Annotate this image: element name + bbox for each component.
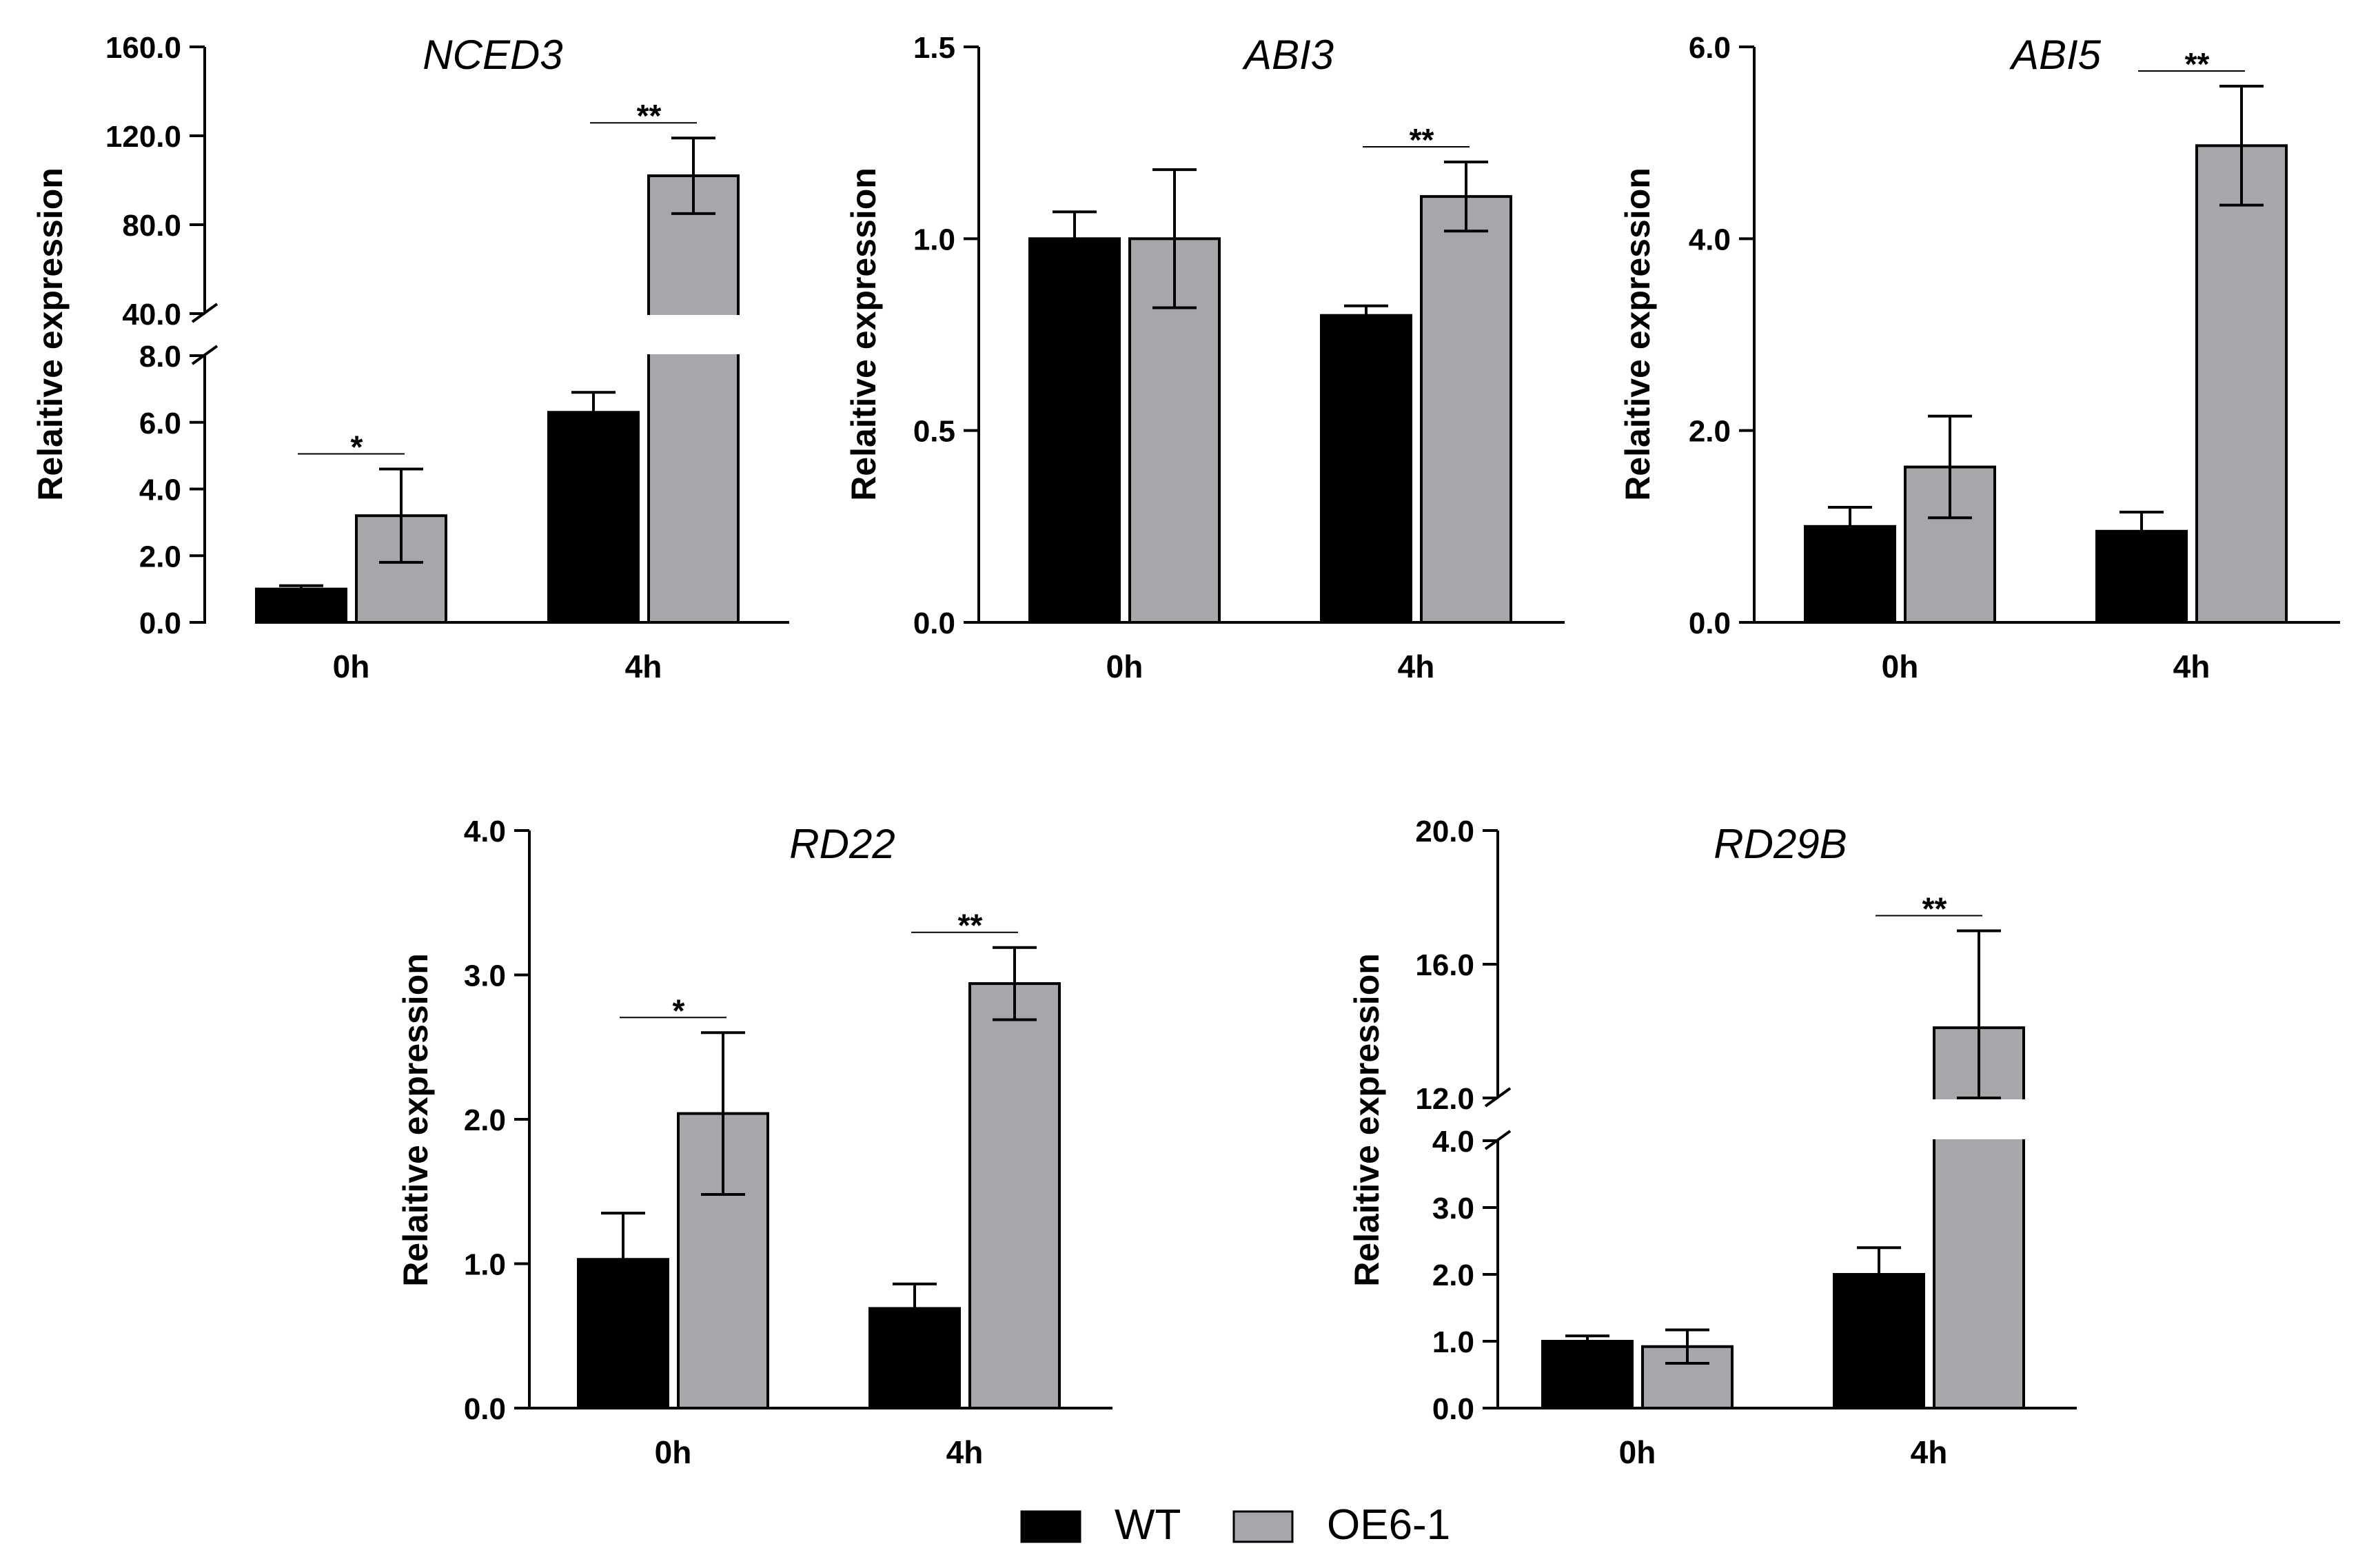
y-tick-label: 3.0 <box>464 959 506 993</box>
bar-wt-4h <box>547 411 640 624</box>
chart-title: RD29B <box>1714 821 1847 867</box>
y-tick-label: 40.0 <box>122 298 181 332</box>
x-tick-label: 4h <box>946 1434 984 1470</box>
significance-mark: ** <box>2185 46 2210 82</box>
bar-oe6-1-4h <box>647 174 740 624</box>
bar-oe6-1-4h <box>968 982 1061 1409</box>
y-tick-label: 6.0 <box>139 407 181 440</box>
bar-break-gap <box>646 315 741 354</box>
chart-abi3: ABI3 Relaitive expression 0.0 0.5 1.0 1.5 0h 4h… <box>844 31 1565 684</box>
y-tick-label: 16.0 <box>1415 948 1474 982</box>
x-tick-label: 4h <box>1911 1434 1948 1470</box>
legend-label-oe6-1: OE6-1 <box>1327 1501 1450 1549</box>
significance-mark: ** <box>1410 122 1434 158</box>
y-tick-label: 2.0 <box>1432 1259 1474 1292</box>
axis-break-mark <box>1484 1087 1512 1108</box>
y-axis-label: Relaitive expression <box>31 167 70 501</box>
y-tick-label: 4.0 <box>139 474 181 507</box>
significance-mark: * <box>351 429 363 465</box>
x-tick-label: 0h <box>1619 1434 1656 1470</box>
chart-rd29b: RD29B Relaitive expression 0.0 1.0 2.0 3.0 4.0… <box>1348 815 2077 1470</box>
chart-title: NCED3 <box>423 32 562 78</box>
y-axis-label: Relaitive expression <box>396 953 435 1287</box>
bar-break-gap <box>1931 1099 2026 1139</box>
y-tick-label: 160.0 <box>105 31 181 65</box>
bar-wt-0h <box>255 587 347 624</box>
bar-wt-4h <box>1320 314 1412 624</box>
x-tick-label: 4h <box>1398 649 1435 684</box>
y-tick-label: 80.0 <box>122 209 181 243</box>
x-tick-label: 0h <box>333 649 370 684</box>
chart-title: ABI5 <box>2009 32 2102 78</box>
significance-mark: ** <box>637 98 662 134</box>
y-tick-label: 4.0 <box>1689 223 1731 256</box>
y-tick-label: 12.0 <box>1415 1082 1474 1116</box>
bar-oe6-1-0h <box>1641 1345 1734 1410</box>
y-tick-label: 20.0 <box>1415 815 1474 848</box>
y-axis-label: Relaitive expression <box>1348 953 1386 1287</box>
y-tick-label: 0.0 <box>464 1392 506 1426</box>
chart-title: ABI3 <box>1242 32 1334 78</box>
legend-label-wt: WT <box>1115 1501 1181 1549</box>
x-tick-label: 0h <box>1882 649 1919 684</box>
bar-wt-0h <box>1028 237 1121 624</box>
y-tick-label: 0.0 <box>139 607 181 640</box>
axis-break-mark <box>1484 1130 1512 1150</box>
axis-break-mark <box>191 345 218 365</box>
y-tick-label: 0.0 <box>1432 1392 1474 1426</box>
y-tick-label: 8.0 <box>139 340 181 374</box>
y-tick-label: 1.0 <box>913 223 955 256</box>
y-axis-label: Relaitive expression <box>1618 167 1657 501</box>
y-tick-label: 0.0 <box>1689 607 1731 640</box>
bar-oe6-1-4h <box>1420 195 1512 624</box>
y-tick-label: 3.0 <box>1432 1192 1474 1225</box>
legend-swatch-wt <box>1020 1510 1081 1543</box>
significance-mark: ** <box>1922 891 1947 927</box>
legend: WT OE6-1 <box>1020 1501 1450 1549</box>
x-tick-label: 4h <box>2173 649 2210 684</box>
y-axis-label: Relaitive expression <box>844 167 883 501</box>
y-tick-label: 4.0 <box>1432 1125 1474 1159</box>
bar-oe6-1-4h <box>2195 144 2288 624</box>
chart-rd22: RD22 Relaitive expression 0.0 1.0 2.0 3.0 4.0 0… <box>396 815 1112 1470</box>
x-tick-label: 4h <box>625 649 662 684</box>
y-tick-label: 0.0 <box>913 607 955 640</box>
x-tick-label: 0h <box>1106 649 1144 684</box>
y-tick-label: 4.0 <box>464 815 506 848</box>
chart-title: RD22 <box>789 821 895 867</box>
significance-mark: ** <box>958 908 983 944</box>
y-tick-label: 1.0 <box>464 1248 506 1282</box>
chart-abi5: ABI5 Relaitive expression 0.0 2.0 4.0 6.0 0h 4h… <box>1618 31 2340 684</box>
y-tick-label: 1.5 <box>913 31 955 65</box>
legend-swatch-oe6-1 <box>1232 1510 1294 1543</box>
x-tick-label: 0h <box>655 1434 692 1470</box>
y-tick-label: 2.0 <box>1689 415 1731 449</box>
y-tick-label: 2.0 <box>464 1103 506 1137</box>
y-tick-label: 120.0 <box>105 120 181 154</box>
y-tick-label: 6.0 <box>1689 31 1731 65</box>
significance-mark: * <box>673 992 685 1028</box>
y-tick-label: 1.0 <box>1432 1325 1474 1359</box>
chart-nced3: NCED3 Relaitive expression 0.0 2.0 4.0 6.0 8.0… <box>31 31 789 684</box>
y-tick-label: 2.0 <box>139 540 181 573</box>
axis-break-mark <box>191 303 218 323</box>
y-tick-label: 0.5 <box>913 415 955 449</box>
bar-wt-0h <box>1541 1340 1634 1409</box>
